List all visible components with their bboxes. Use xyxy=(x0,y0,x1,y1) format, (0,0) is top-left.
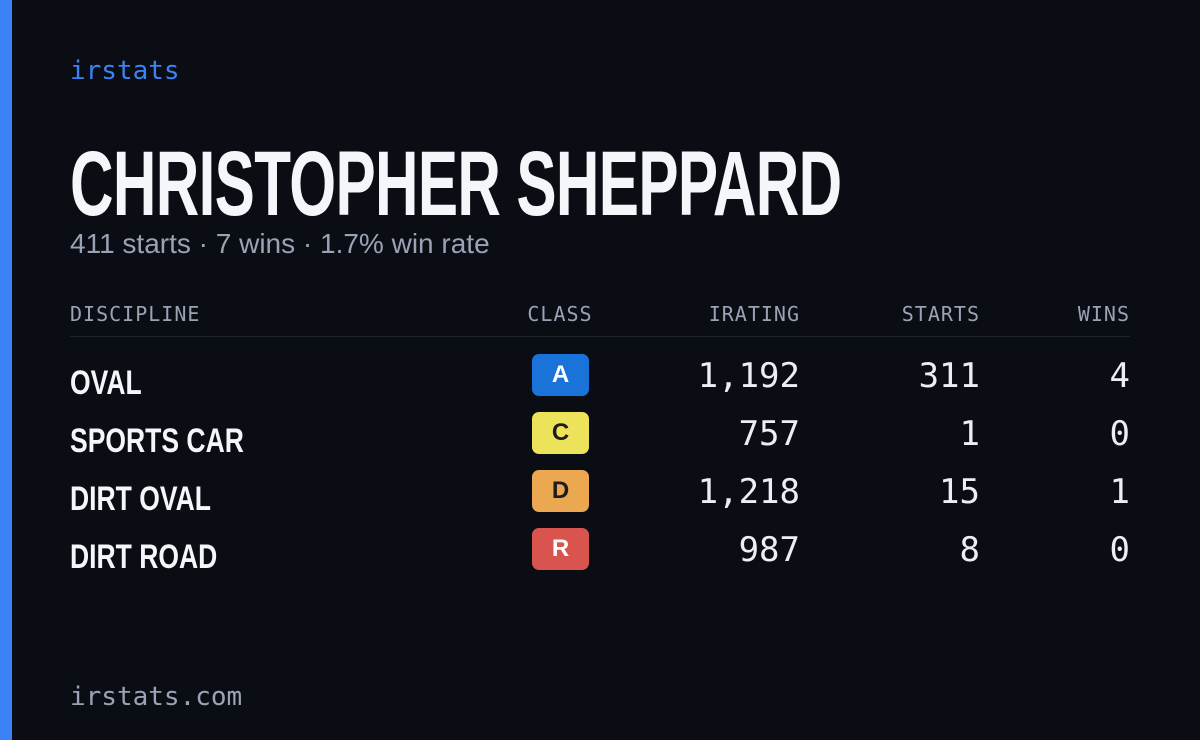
wins: 0 xyxy=(1109,414,1130,454)
divider xyxy=(70,336,1130,337)
column-header: WINS xyxy=(1077,302,1130,326)
starts: 1 xyxy=(959,414,980,454)
irating: 757 xyxy=(738,414,800,454)
discipline: DIRT ROAD xyxy=(70,538,218,576)
irating: 1,192 xyxy=(697,356,800,396)
column-header: IRATING xyxy=(708,302,800,326)
wins: 0 xyxy=(1109,530,1130,570)
discipline: SPORTS CAR xyxy=(70,422,244,460)
discipline: OVAL xyxy=(70,364,142,402)
footer: irstats.com xyxy=(70,682,243,712)
starts: 15 xyxy=(939,472,980,512)
class-badge: D xyxy=(532,470,589,512)
class-badge: C xyxy=(532,412,589,454)
wins: 4 xyxy=(1109,356,1130,396)
class-badge: R xyxy=(532,528,589,570)
column-header: CLASS xyxy=(527,302,593,326)
player-summary: 411 starts · 7 wins · 1.7% win rate xyxy=(70,228,490,259)
column-header: DISCIPLINE xyxy=(70,302,201,326)
column-header: STARTS xyxy=(901,302,980,326)
player-name: CHRISTOPHER SHEPPARD xyxy=(70,133,842,235)
discipline: DIRT OVAL xyxy=(70,480,211,518)
brand: irstats xyxy=(70,56,180,86)
starts: 8 xyxy=(959,530,980,570)
wins: 1 xyxy=(1109,472,1130,512)
irating: 1,218 xyxy=(697,472,800,512)
irating: 987 xyxy=(738,530,800,570)
starts: 311 xyxy=(918,356,980,396)
class-badge: A xyxy=(532,354,589,396)
accent-bar xyxy=(0,0,12,740)
